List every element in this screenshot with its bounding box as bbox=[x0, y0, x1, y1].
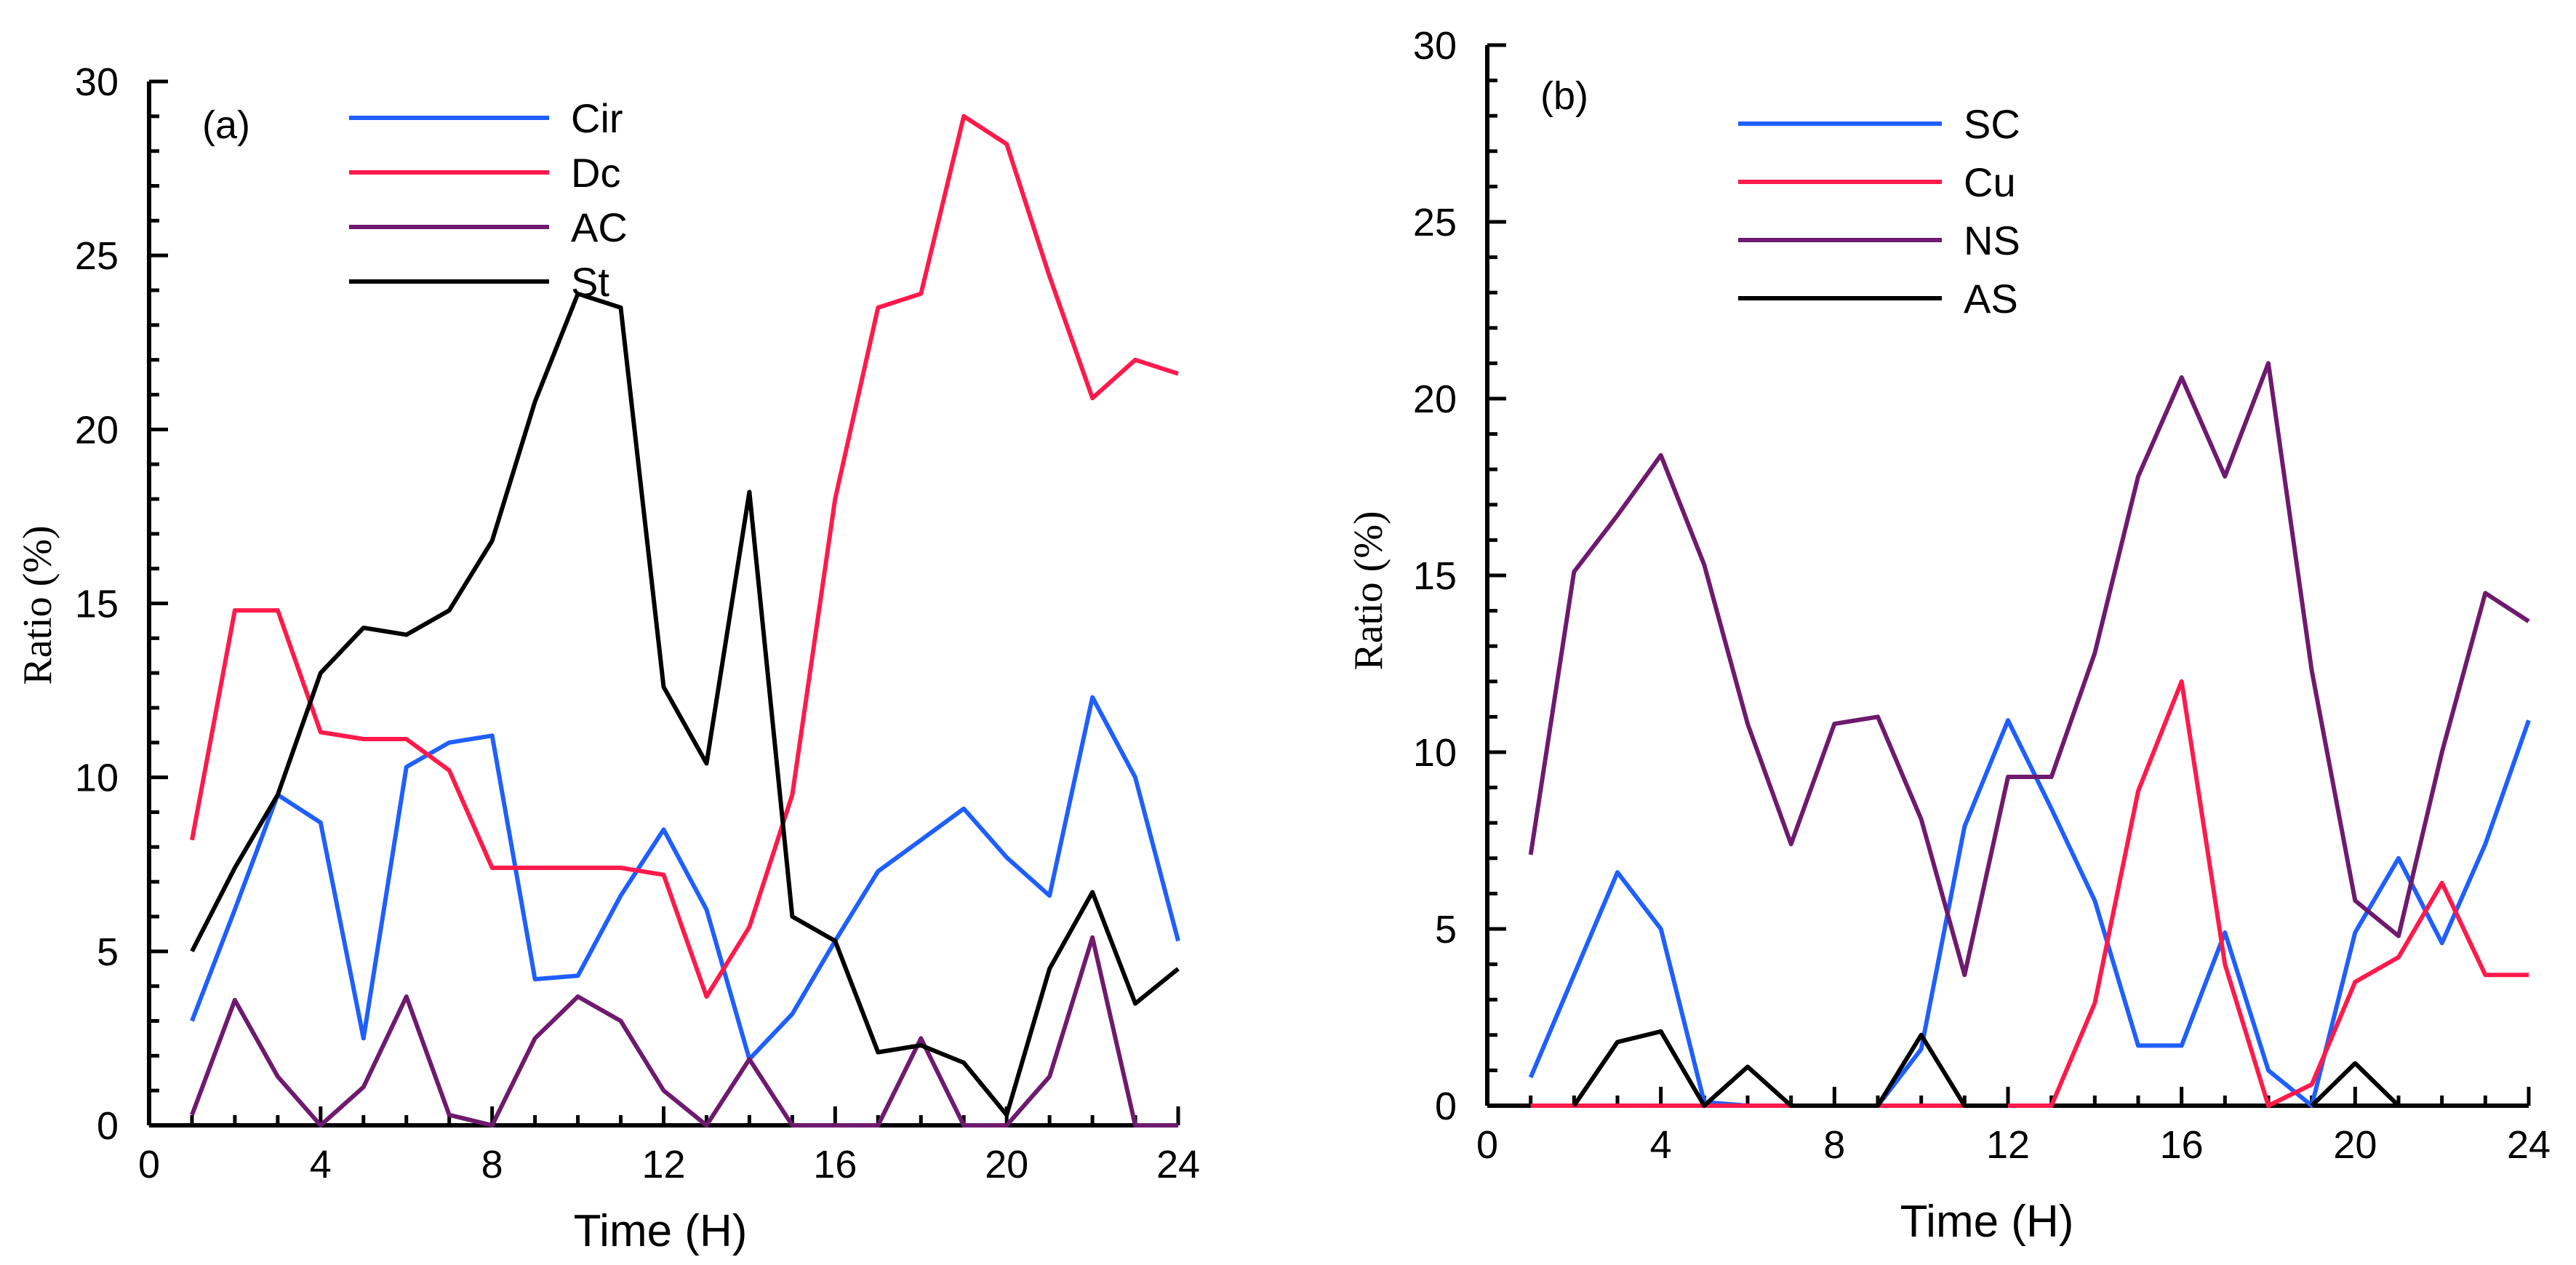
y-tick-label: 30 bbox=[75, 60, 119, 104]
panel-a-xlabel: Time (H) bbox=[574, 1206, 748, 1256]
legend-label-as: AS bbox=[1964, 276, 2018, 322]
x-tick-label: 8 bbox=[1823, 1123, 1845, 1167]
x-tick-label: 0 bbox=[1476, 1123, 1498, 1167]
legend-label-cir: Cir bbox=[571, 95, 623, 141]
x-tick-label: 8 bbox=[481, 1143, 503, 1186]
y-tick-label: 5 bbox=[97, 930, 119, 974]
legend-label-st: St bbox=[571, 259, 609, 305]
series-cir-line bbox=[190, 695, 1180, 1062]
y-tick-label: 15 bbox=[1413, 554, 1457, 598]
legend-label-dc: Dc bbox=[571, 150, 620, 196]
series-ns-line bbox=[1528, 361, 2530, 978]
y-tick-label: 25 bbox=[1413, 201, 1457, 244]
series-cu-line bbox=[1530, 679, 2529, 1108]
x-tick-label: 16 bbox=[2160, 1123, 2204, 1167]
x-tick-label: 24 bbox=[2507, 1123, 2551, 1167]
legend-label-sc: SC bbox=[1964, 101, 2020, 147]
x-tick-label: 0 bbox=[138, 1143, 160, 1186]
x-tick-label: 16 bbox=[813, 1143, 857, 1186]
panel-a-series bbox=[190, 113, 1180, 1128]
y-tick-label: 0 bbox=[1435, 1085, 1457, 1128]
y-tick-label: 10 bbox=[1413, 731, 1457, 775]
panel-b: 0 4 8 12 16 20 24 0 5 10 15 20 25 30 SC Cu NS AS (b) Tim… bbox=[1346, 24, 2551, 1247]
panel-b-xlabel: Time (H) bbox=[1900, 1197, 2074, 1247]
panel-a: 0 4 8 12 16 20 24 0 5 10 15 20 25 30 Cir Dc AC St (a) Ti… bbox=[15, 60, 1200, 1256]
y-tick-label: 25 bbox=[75, 234, 119, 278]
panel-b-series bbox=[1528, 361, 2531, 1108]
panel-b-axes: 0 4 8 12 16 20 24 0 5 10 15 20 25 30 bbox=[1413, 24, 2551, 1167]
legend-label-ac: AC bbox=[571, 204, 628, 250]
x-tick-label: 12 bbox=[1986, 1123, 2030, 1167]
panel-a-label: (a) bbox=[202, 103, 250, 147]
series-st-line bbox=[190, 291, 1180, 1117]
legend-label-cu: Cu bbox=[1964, 159, 2016, 205]
panel-b-ylabel: Ratio (%) bbox=[1346, 511, 1391, 670]
panel-a-ylabel: Ratio (%) bbox=[15, 525, 60, 685]
panel-b-legend: SC Cu NS AS bbox=[1738, 101, 2020, 322]
x-tick-label: 20 bbox=[2333, 1123, 2377, 1167]
x-tick-label: 24 bbox=[1156, 1143, 1200, 1186]
series-ac-line bbox=[190, 935, 1178, 1128]
x-tick-label: 4 bbox=[1650, 1123, 1672, 1167]
x-tick-label: 4 bbox=[310, 1143, 332, 1186]
series-as-line bbox=[1572, 1029, 2008, 1108]
panel-b-label: (b) bbox=[1540, 74, 1588, 118]
y-tick-label: 10 bbox=[75, 757, 119, 800]
y-tick-label: 30 bbox=[1413, 24, 1457, 68]
series-dc-line bbox=[190, 113, 1179, 999]
y-tick-label: 15 bbox=[75, 583, 119, 626]
panel-a-legend: Cir Dc AC St bbox=[349, 95, 628, 305]
series-as-line bbox=[2310, 1061, 2401, 1108]
x-tick-label: 20 bbox=[985, 1143, 1028, 1186]
y-tick-label: 20 bbox=[75, 408, 119, 452]
x-tick-label: 12 bbox=[641, 1143, 685, 1186]
y-tick-label: 0 bbox=[97, 1104, 119, 1148]
series-sc-line bbox=[1528, 718, 2531, 1108]
y-tick-label: 5 bbox=[1435, 908, 1457, 951]
legend-label-ns: NS bbox=[1964, 218, 2020, 263]
y-tick-label: 20 bbox=[1413, 378, 1457, 421]
